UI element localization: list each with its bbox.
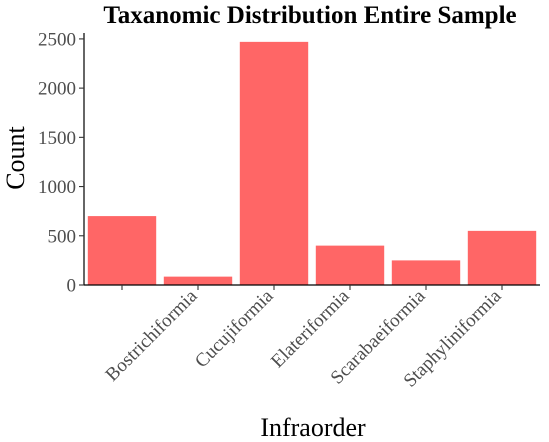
x-axis-label: Infraorder <box>260 413 366 442</box>
x-tick-label: Bostrichiformia <box>102 285 202 385</box>
bar-staphyliniformia <box>467 230 537 285</box>
bar-unlabeled <box>87 216 157 285</box>
y-axis-label: Count <box>1 125 30 189</box>
bars-group <box>87 41 537 285</box>
bar-cucujiformia <box>239 41 309 285</box>
y-tick-label: 1000 <box>38 177 76 198</box>
y-tick-label: 2000 <box>38 79 76 100</box>
bar-elateriformia <box>315 245 385 285</box>
y-tick-label: 0 <box>67 276 77 297</box>
bar-scarabaeiformia <box>391 260 461 285</box>
y-tick-label: 500 <box>48 226 77 247</box>
y-axis: 0 500 1000 1500 2000 2500 <box>38 29 85 297</box>
x-axis: BostrichiformiaCucujiformiaElateriformia… <box>84 284 540 392</box>
bar-bostrichiformia <box>163 276 233 285</box>
chart-title: Taxanomic Distribution Entire Sample <box>103 2 516 29</box>
y-tick-label: 1500 <box>38 128 76 149</box>
x-tick-label: Cucujiformia <box>191 285 278 372</box>
y-tick-label: 2500 <box>38 29 76 50</box>
